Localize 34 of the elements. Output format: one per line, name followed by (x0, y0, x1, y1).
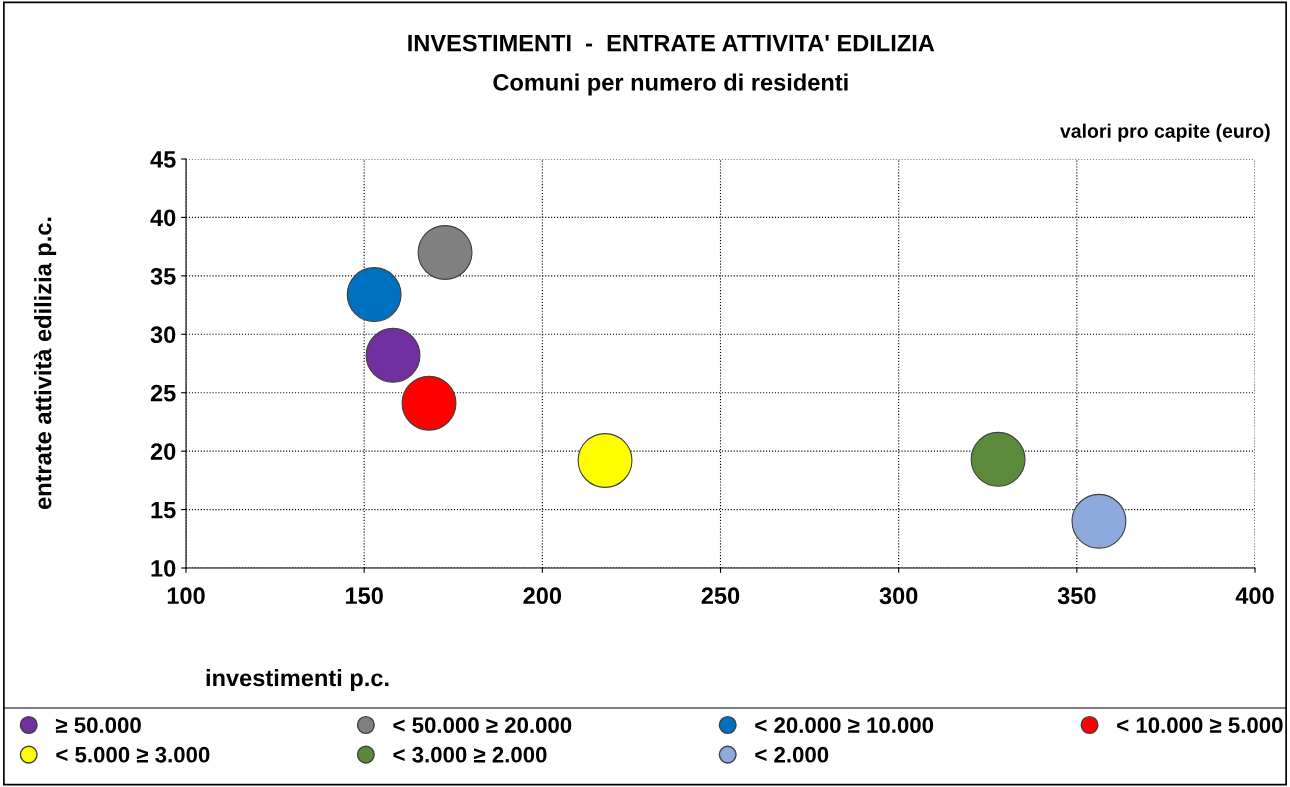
legend-label: < 10.000 ≥ 5.000 (1117, 717, 1283, 733)
y-tick-label: 20 (150, 443, 176, 460)
legend-label: < 3.000 ≥ 2.000 (393, 746, 547, 763)
chart-title: INVESTIMENTI - ENTRATE ATTIVITA' EDILIZIA (408, 34, 935, 52)
y-tick-label: 10 (151, 560, 176, 577)
x-tick-label: 350 (1057, 587, 1096, 605)
x-tick-label: 200 (523, 587, 562, 605)
x-axis-title: investimenti p.c. (206, 668, 389, 691)
point (970, 431, 1026, 487)
legend-label: < 5.000 ≥ 3.000 (56, 746, 210, 763)
point (346, 267, 402, 323)
point (577, 433, 633, 488)
legend-label: ≥ 50.000 (55, 717, 141, 733)
y-tick-label: 15 (151, 501, 176, 519)
y-tick-label: 45 (150, 151, 176, 168)
y-tick-label: 35 (150, 267, 176, 285)
text: valori pro capite (euro) (1060, 123, 1270, 142)
x-tick-label: 150 (345, 587, 383, 605)
y-tick-label: 25 (150, 384, 176, 402)
x-tick-label: 400 (1235, 587, 1274, 605)
x-tick-label: 100 (167, 587, 205, 605)
y-tick-label: 30 (150, 326, 176, 344)
point (365, 327, 421, 383)
y-tick-label: 40 (150, 209, 176, 227)
point (417, 225, 473, 280)
legend-label: < 50.000 ≥ 20.000 (393, 717, 572, 733)
x-tick-label: 250 (701, 587, 740, 605)
point (401, 375, 457, 431)
point (1071, 493, 1127, 549)
x-tick-label: 300 (879, 587, 918, 605)
legend-label: < 2.000 (755, 746, 829, 763)
y-axis-title: entrate attività edilizia p.c. (33, 217, 57, 510)
chart-subtitle: Comuni per numero di residenti (493, 73, 848, 96)
legend-label: < 20.000 ≥ 10.000 (755, 717, 934, 733)
